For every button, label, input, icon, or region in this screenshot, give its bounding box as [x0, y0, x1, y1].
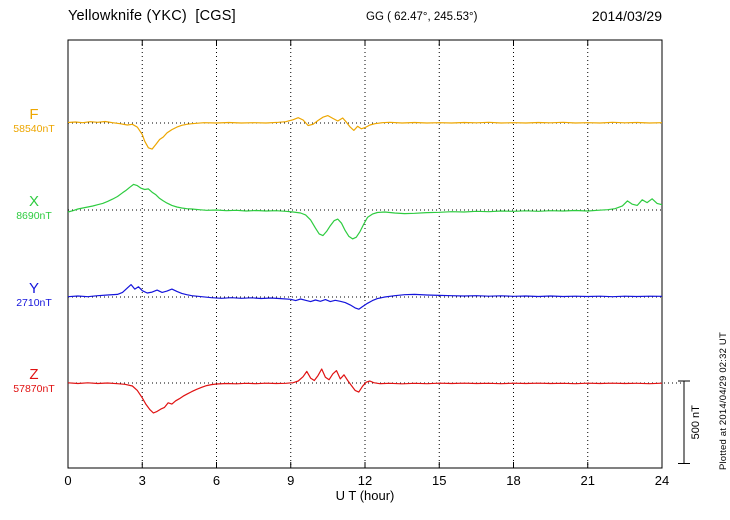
- series-baseline-value-x: 8690nT: [16, 210, 52, 223]
- series-letter-z: Z: [29, 366, 39, 383]
- series-letter-y: Y: [28, 280, 39, 297]
- trace-Y: [67, 284, 663, 310]
- x-tick-label: 0: [64, 473, 71, 488]
- series-label-Z: Z 57870nT: [4, 366, 64, 395]
- station-title: Yellowknife (YKC) [CGS]: [68, 8, 236, 24]
- x-tick-label: 3: [139, 473, 146, 488]
- x-tick-label: 24: [655, 473, 669, 488]
- scale-bar-label: 500 nT: [690, 405, 702, 440]
- series-baseline-value-y: 2710nT: [16, 297, 52, 310]
- x-tick-label: 21: [581, 473, 595, 488]
- trace-Z: [67, 368, 663, 414]
- x-tick-label: 18: [506, 473, 520, 488]
- series-letter-x: X: [28, 193, 39, 210]
- x-tick-label: 15: [432, 473, 446, 488]
- series-letter-f: F: [29, 106, 39, 123]
- series-label-F: F 58540nT: [4, 106, 64, 135]
- trace-F: [67, 114, 663, 150]
- trace-X: [67, 183, 663, 240]
- x-tick-label: 6: [213, 473, 220, 488]
- x-tick-label: 12: [358, 473, 372, 488]
- series-baseline-value-z: 57870nT: [13, 383, 55, 396]
- x-axis-label: U T (hour): [336, 488, 395, 503]
- plotted-at-note: Plotted at 2014/04/29 02:32 UT: [718, 331, 729, 470]
- x-tick-label: 9: [287, 473, 294, 488]
- series-label-X: X 8690nT: [4, 193, 64, 222]
- series-baseline-value-f: 58540nT: [13, 123, 55, 136]
- plot-date: 2014/03/29: [591, 8, 662, 24]
- geographic-coordinates: GG ( 62.47°, 245.53°): [366, 11, 478, 23]
- series-label-Y: Y 2710nT: [4, 280, 64, 309]
